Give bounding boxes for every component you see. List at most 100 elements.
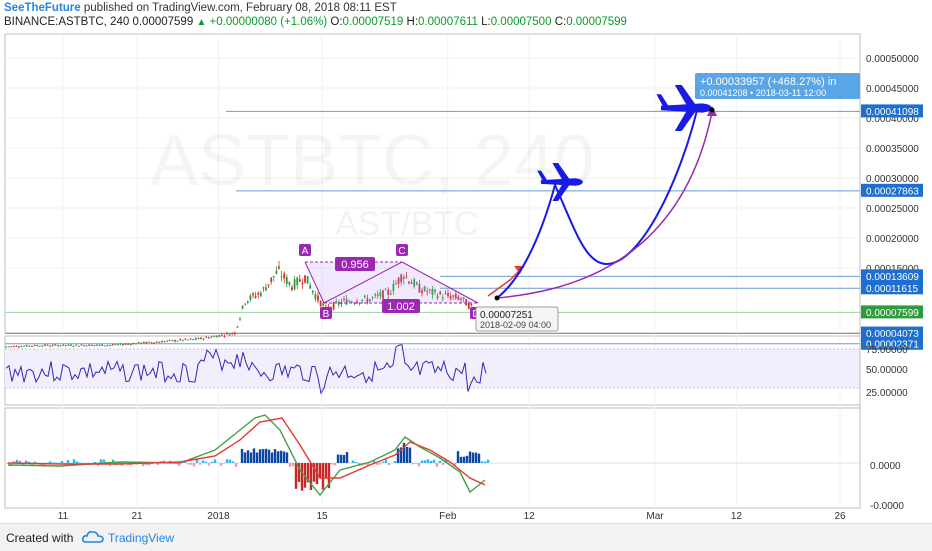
candle-body <box>73 346 75 347</box>
price-label: 0.00007599 <box>866 308 919 319</box>
target-change: +0.00033957 (+468.27%) in <box>700 76 836 88</box>
macd-bar <box>397 448 399 463</box>
macd-bar <box>199 463 201 465</box>
macd-bar <box>271 453 273 463</box>
watermark-main: ASTBTC, 240 <box>150 121 594 201</box>
macd-bar <box>280 451 282 463</box>
time-tick-label: 12 <box>524 511 536 522</box>
candle-body <box>107 345 109 346</box>
candle-body <box>263 288 265 289</box>
candle-body <box>29 346 31 347</box>
time-tick-label: 11 <box>58 511 69 522</box>
candle-body <box>57 345 59 346</box>
candle-body <box>114 344 116 345</box>
candle-body <box>109 345 111 346</box>
candle-body <box>320 301 322 306</box>
macd-bar <box>292 463 294 466</box>
macd-bar <box>463 457 465 463</box>
candle-body <box>164 341 166 342</box>
price-tick-label: 0.00030000 <box>866 174 919 185</box>
macd-bar <box>94 462 96 463</box>
macd-bar <box>436 463 438 467</box>
candle-body <box>325 305 327 306</box>
macd-bar <box>256 452 258 463</box>
macd-bar <box>226 459 228 463</box>
candle-body <box>169 340 171 341</box>
macd-bar <box>262 449 264 463</box>
price-label: 0.00041098 <box>866 107 919 118</box>
candle-body <box>291 287 293 290</box>
candle-body <box>224 336 226 337</box>
macd-bar <box>478 454 480 463</box>
candle-body <box>234 332 236 334</box>
candle-body <box>278 266 280 268</box>
candle-body <box>112 345 114 346</box>
macd-bar <box>208 463 210 466</box>
price-axis[interactable]: 0.000500000.000450000.000400000.00035000… <box>860 34 923 512</box>
macd-bar <box>277 451 279 463</box>
pattern-point-b: B <box>323 309 330 320</box>
macd-bar <box>382 462 384 463</box>
candle-body <box>309 285 311 288</box>
candle-body <box>244 304 246 305</box>
candle-body <box>237 326 239 327</box>
macd-bar <box>295 463 297 489</box>
candle-body <box>172 340 174 341</box>
candle-body <box>174 340 176 341</box>
macd-bar <box>235 463 237 467</box>
candle-body <box>315 294 317 299</box>
candle-body <box>5 346 7 347</box>
macd-bar <box>205 462 207 463</box>
candle-body <box>101 344 103 345</box>
candle-body <box>159 342 161 343</box>
macd-bar <box>259 449 261 463</box>
plane-tail <box>656 94 669 107</box>
candle-body <box>34 345 36 346</box>
macd-bar <box>433 460 435 463</box>
macd-bar <box>253 448 255 463</box>
macd-bar <box>187 463 189 464</box>
macd-tick-label: 0.0000 <box>870 461 901 472</box>
time-tick-label: 26 <box>834 511 846 522</box>
candle-body <box>44 345 46 346</box>
candle-body <box>31 346 33 347</box>
macd-bar <box>232 461 234 463</box>
macd-bar <box>487 460 489 463</box>
candle-body <box>10 346 12 347</box>
candle-body <box>13 346 15 347</box>
macd-bar <box>343 455 345 463</box>
ratio-bd-label: 1.002 <box>387 301 415 313</box>
candle-body <box>200 338 202 339</box>
candle-body <box>229 334 231 335</box>
macd-bar <box>247 450 249 463</box>
macd-bar <box>61 461 63 463</box>
price-tick-label: 0.00050000 <box>866 54 919 65</box>
candle-body <box>296 278 298 285</box>
candle-body <box>294 279 296 289</box>
macd-bar <box>301 463 303 491</box>
tradingview-cloud-icon <box>82 530 104 544</box>
candle-body <box>60 346 62 347</box>
candle-body <box>117 344 119 345</box>
candle-body <box>26 345 28 346</box>
candle-body <box>78 346 80 347</box>
candle-body <box>247 301 249 303</box>
price-tick-label: 0.00045000 <box>866 84 919 95</box>
macd-line <box>8 415 485 495</box>
macd-bar <box>223 463 225 464</box>
macd-bar <box>67 460 69 463</box>
candle-body <box>8 346 10 347</box>
signal-line <box>8 418 485 485</box>
macd-bar <box>424 460 426 463</box>
candle-body <box>62 344 64 345</box>
candle-body <box>91 345 93 346</box>
candle-body <box>177 341 179 342</box>
macd-bar <box>346 452 348 463</box>
candle-body <box>166 341 168 342</box>
macd-bar <box>481 461 483 463</box>
tradingview-link[interactable]: TradingView <box>108 531 174 545</box>
price-tick-label: 0.00020000 <box>866 234 919 245</box>
candle-body <box>252 293 254 295</box>
